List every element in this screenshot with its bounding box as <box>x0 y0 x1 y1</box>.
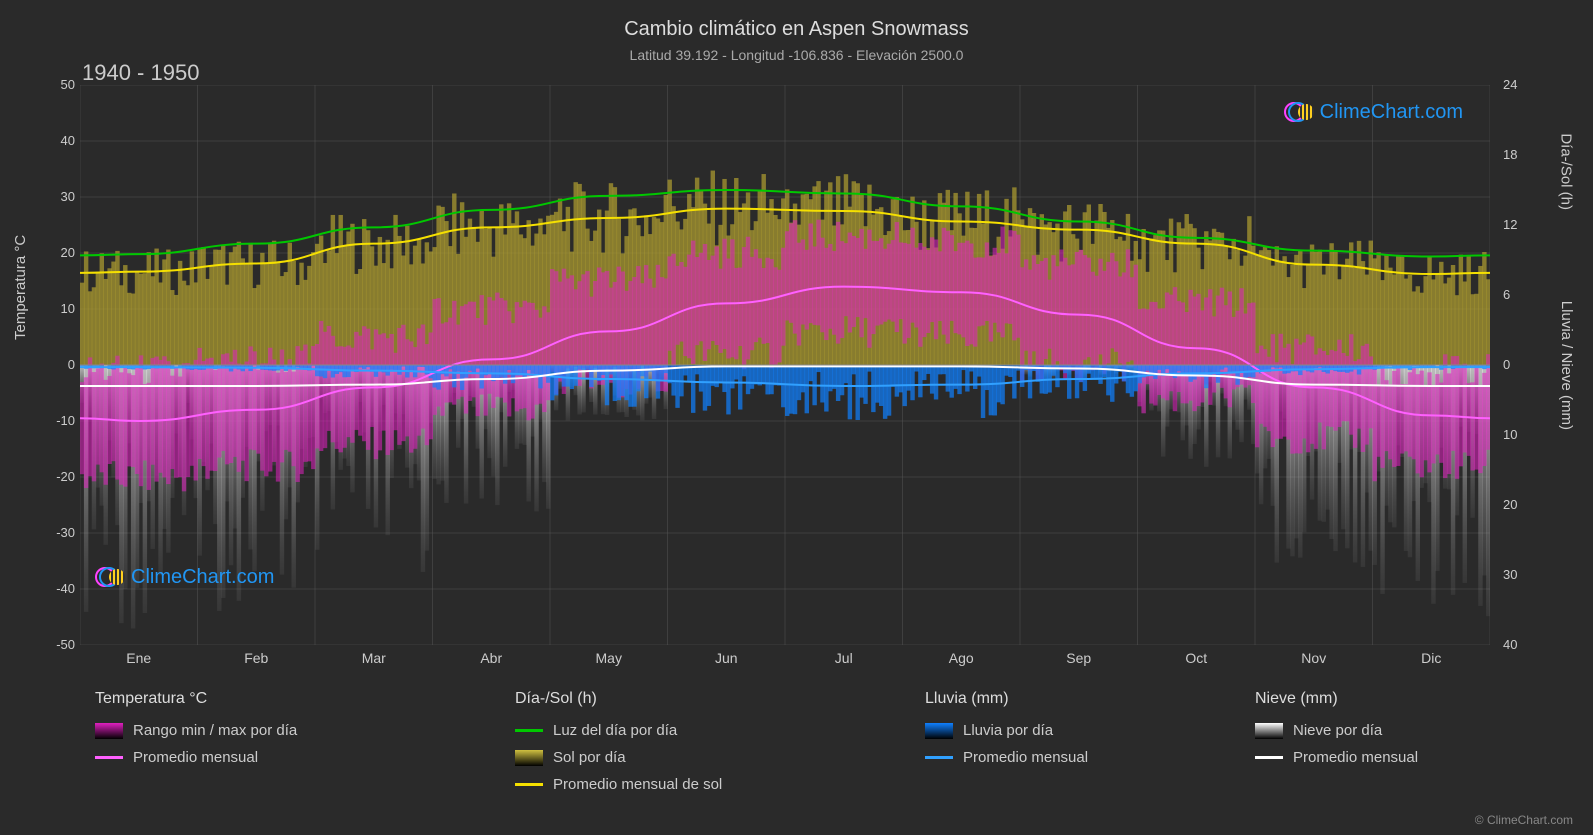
legend-item: Promedio mensual de sol <box>515 776 905 793</box>
legend-label: Promedio mensual de sol <box>553 776 722 793</box>
y-axis-right-precip-label: Lluvia / Nieve (mm) <box>1558 301 1575 430</box>
y-axis-right-sun-label: Día-/Sol (h) <box>1558 133 1575 210</box>
brand-logo-icon <box>1284 100 1314 124</box>
y-tick-left: -20 <box>45 469 75 484</box>
y-tick-left: 40 <box>45 133 75 148</box>
legend-label: Lluvia por día <box>963 722 1053 739</box>
y-tick-left: -50 <box>45 637 75 652</box>
y-tick-left: 20 <box>45 245 75 260</box>
x-tick-month: Mar <box>315 650 433 675</box>
y-tick-right-sun: 0 <box>1503 357 1533 372</box>
brand-watermark-top: ClimeChart.com <box>1284 100 1463 124</box>
brand-watermark-bottom: ClimeChart.com <box>95 565 274 589</box>
x-axis: EneFebMarAbrMayJunJulAgoSepOctNovDic <box>80 650 1490 675</box>
legend-item: Sol por día <box>515 749 905 766</box>
y-tick-left: -10 <box>45 413 75 428</box>
y-tick-left: 10 <box>45 301 75 316</box>
legend-label: Promedio mensual <box>133 749 258 766</box>
legend-label: Promedio mensual <box>1293 749 1418 766</box>
chart-title: Cambio climático en Aspen Snowmass <box>0 18 1593 41</box>
x-tick-month: Feb <box>198 650 316 675</box>
y-tick-left: 0 <box>45 357 75 372</box>
legend-label: Promedio mensual <box>963 749 1088 766</box>
legend-label: Sol por día <box>553 749 626 766</box>
legend-swatch <box>515 750 543 766</box>
legend-label: Luz del día por día <box>553 722 677 739</box>
brand-logo-icon <box>95 565 125 589</box>
legend-item: Rango min / max por día <box>95 722 495 739</box>
climate-chart: Cambio climático en Aspen Snowmass Latit… <box>0 10 1593 835</box>
y-tick-left: 30 <box>45 189 75 204</box>
legend-item: Nieve por día <box>1255 722 1505 739</box>
legend-swatch <box>515 783 543 786</box>
y-axis-left-label: Temperatura °C <box>12 235 29 340</box>
legend-swatch <box>925 756 953 759</box>
legend-column: Temperatura °C Rango min / max por día Pro… <box>95 690 495 793</box>
legend-swatch <box>1255 756 1283 759</box>
y-axis-left-ticks: 50403020100-10-20-30-40-50 <box>45 85 80 645</box>
y-tick-right-sun: 12 <box>1503 217 1533 232</box>
y-axis-right-ticks: 2418126010203040 <box>1503 85 1533 645</box>
legend-swatch <box>95 756 123 759</box>
x-tick-month: Oct <box>1138 650 1256 675</box>
y-tick-left: 50 <box>45 77 75 92</box>
legend-swatch <box>1255 723 1283 739</box>
y-tick-left: -40 <box>45 581 75 596</box>
brand-text: ClimeChart.com <box>131 566 274 589</box>
brand-text: ClimeChart.com <box>1320 101 1463 124</box>
y-tick-right-precip: 10 <box>1503 427 1533 442</box>
legend: Temperatura °C Rango min / max por día Pro… <box>95 690 1505 793</box>
y-tick-right-sun: 18 <box>1503 147 1533 162</box>
x-tick-month: May <box>550 650 668 675</box>
legend-label: Nieve por día <box>1293 722 1382 739</box>
legend-item: Promedio mensual <box>95 749 495 766</box>
legend-item: Luz del día por día <box>515 722 905 739</box>
legend-label: Rango min / max por día <box>133 722 297 739</box>
legend-header: Día-/Sol (h) <box>515 690 905 708</box>
y-tick-right-sun: 24 <box>1503 77 1533 92</box>
legend-column: Día-/Sol (h) Luz del día por día Sol por d… <box>515 690 905 793</box>
y-tick-right-precip: 40 <box>1503 637 1533 652</box>
x-tick-month: Dic <box>1373 650 1491 675</box>
y-tick-right-precip: 30 <box>1503 567 1533 582</box>
legend-swatch <box>515 729 543 732</box>
legend-item: Promedio mensual <box>925 749 1235 766</box>
plot-svg <box>80 85 1490 645</box>
y-tick-right-sun: 6 <box>1503 287 1533 302</box>
x-tick-month: Ago <box>903 650 1021 675</box>
chart-subtitle: Latitud 39.192 - Longitud -106.836 - Ele… <box>0 47 1593 63</box>
x-tick-month: Jul <box>785 650 903 675</box>
x-tick-month: Jun <box>668 650 786 675</box>
legend-item: Lluvia por día <box>925 722 1235 739</box>
legend-swatch <box>925 723 953 739</box>
legend-swatch <box>95 723 123 739</box>
y-tick-right-precip: 20 <box>1503 497 1533 512</box>
legend-column: Nieve (mm) Nieve por día Promedio mensual <box>1255 690 1505 793</box>
x-tick-month: Sep <box>1020 650 1138 675</box>
legend-column: Lluvia (mm) Lluvia por día Promedio mensua… <box>925 690 1235 793</box>
x-tick-month: Nov <box>1255 650 1373 675</box>
legend-header: Nieve (mm) <box>1255 690 1505 708</box>
legend-item: Promedio mensual <box>1255 749 1505 766</box>
period-label: 1940 - 1950 <box>82 60 199 86</box>
legend-header: Lluvia (mm) <box>925 690 1235 708</box>
plot-area <box>80 85 1490 645</box>
x-tick-month: Abr <box>433 650 551 675</box>
y-tick-left: -30 <box>45 525 75 540</box>
legend-header: Temperatura °C <box>95 690 495 708</box>
x-tick-month: Ene <box>80 650 198 675</box>
